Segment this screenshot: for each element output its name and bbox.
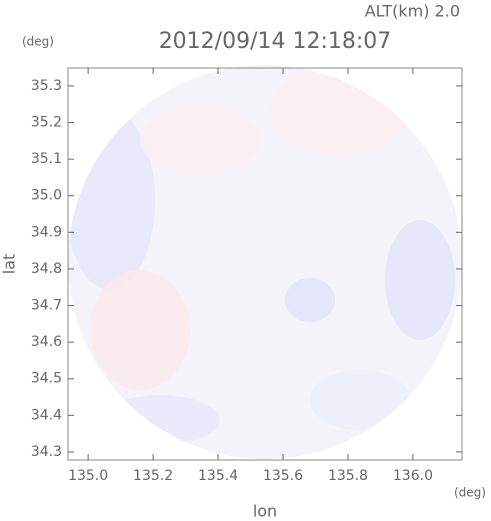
y-tick-label: 34.5 [31,371,62,387]
x-tick-label: 135.0 [68,468,108,484]
x-tick-label: 135.2 [133,468,173,484]
x-tick-label: 135.6 [263,468,303,484]
plot-frame [67,67,463,461]
y-tick-label: 34.8 [31,261,62,277]
y-tick-label: 34.9 [31,224,62,240]
y-unit: (deg) [22,35,54,49]
y-tick-label: 35.2 [31,115,62,131]
x-unit: (deg) [454,486,486,500]
y-tick-label: 34.7 [31,298,62,314]
x-tick-label: 135.8 [328,468,368,484]
x-axis-label: lon [253,502,277,521]
y-tick-label: 34.6 [31,334,62,350]
y-tick-label: 35.0 [31,188,62,204]
y-axis-label: lat [0,254,19,275]
y-tick-label: 34.4 [31,407,62,423]
y-tick-label: 34.3 [31,444,62,460]
x-tick-label: 136.0 [393,468,433,484]
y-tick-label: 35.3 [31,78,62,94]
radar-field [68,65,462,459]
chart-title: 2012/09/14 12:18:07 [159,29,392,54]
subtitle: ALT(km) 2.0 [365,2,460,21]
y-tick-label: 35.1 [31,151,62,167]
x-tick-label: 135.4 [198,468,238,484]
